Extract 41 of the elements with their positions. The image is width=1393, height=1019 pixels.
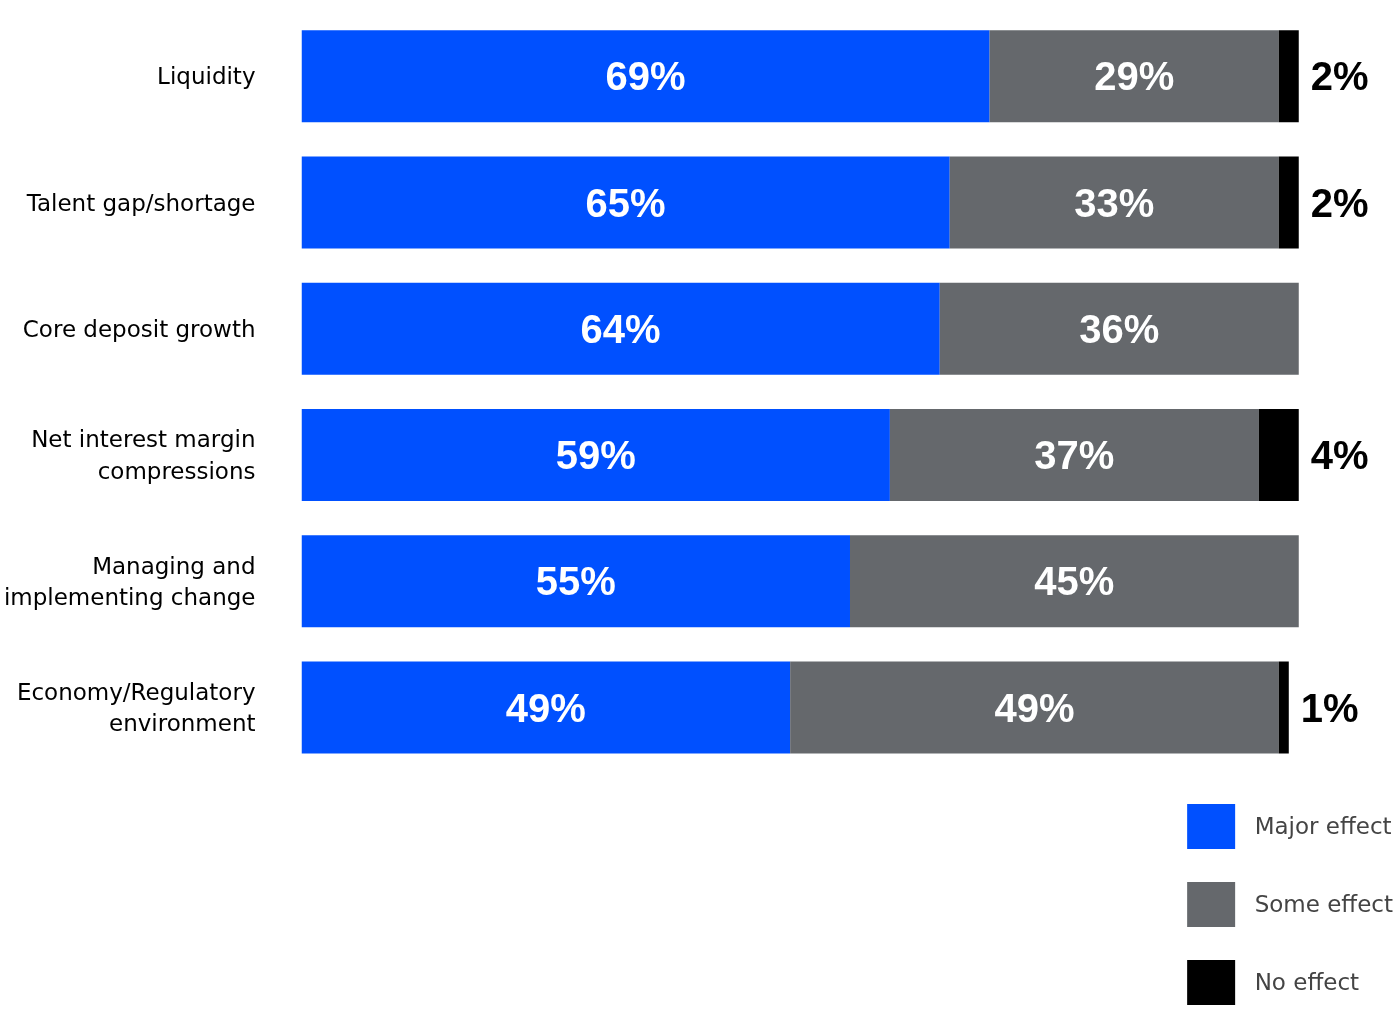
bar (301, 408, 890, 502)
data-label: 29% (1094, 54, 1175, 99)
bar (1278, 156, 1299, 249)
data-label: 69% (605, 54, 686, 99)
y-tick-label: Economy/Regulatory environment (16, 678, 256, 737)
y-tick-label: Net interest margin compressions (31, 426, 256, 484)
bar (301, 156, 950, 249)
bar (301, 30, 990, 123)
bar (301, 661, 791, 754)
data-label: 4% (1310, 433, 1369, 477)
bar (949, 156, 1279, 249)
legend-label: Major effect (1254, 813, 1392, 839)
bar (1278, 661, 1289, 754)
y-tick-label: Managing and implementing change (3, 552, 256, 610)
data-label: 45% (1034, 559, 1115, 604)
data-label: 2% (1310, 54, 1369, 99)
legend-label: No effect (1254, 969, 1360, 995)
bar (1258, 408, 1299, 502)
bar (301, 535, 850, 628)
bar (939, 282, 1299, 375)
data-label: 36% (1079, 306, 1160, 351)
data-label: 2% (1310, 180, 1369, 225)
legend-label: Some effect (1254, 891, 1393, 917)
bar (889, 408, 1259, 502)
data-label: 37% (1034, 433, 1115, 477)
y-tick-label: Liquidity (157, 63, 256, 90)
bar (849, 535, 1299, 628)
data-label: 49% (505, 685, 586, 730)
data-label: 1% (1300, 685, 1359, 730)
bar (790, 661, 1279, 754)
y-tick-label: Talent gap/shortage (25, 189, 256, 216)
bar (301, 282, 940, 375)
data-label: 65% (585, 180, 666, 225)
data-label: 33% (1074, 180, 1155, 225)
bar (989, 30, 1279, 123)
y-tick-label: Core deposit growth (22, 315, 256, 342)
data-label: 55% (535, 559, 616, 604)
data-label: 64% (580, 306, 661, 351)
data-label: 49% (994, 685, 1075, 730)
bar (1278, 30, 1299, 123)
data-label: 59% (555, 433, 636, 477)
